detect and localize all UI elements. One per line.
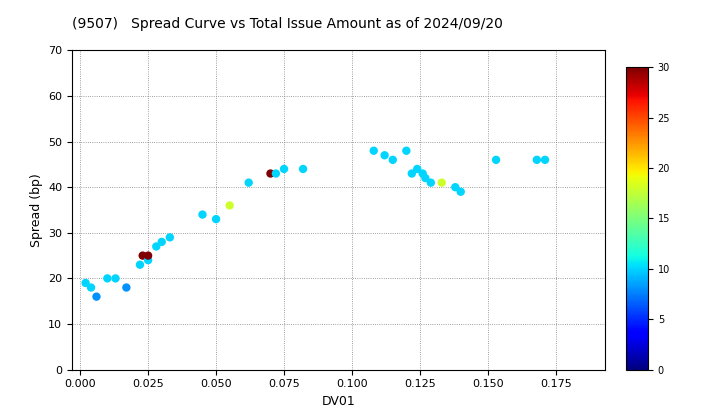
Text: (9507)   Spread Curve vs Total Issue Amount as of 2024/09/20: (9507) Spread Curve vs Total Issue Amoun…: [72, 17, 503, 31]
Point: [297, 165, 309, 172]
X-axis label: DV01: DV01: [322, 395, 355, 408]
Point: [164, 234, 176, 241]
Point: [449, 184, 461, 191]
Point: [406, 170, 418, 177]
Point: [420, 175, 431, 181]
Point: [109, 275, 121, 282]
Point: [137, 252, 148, 259]
Point: [278, 165, 289, 172]
Point: [368, 147, 379, 154]
Point: [210, 216, 222, 223]
Point: [156, 239, 168, 245]
Y-axis label: Spread (bp): Spread (bp): [30, 173, 42, 247]
Point: [455, 189, 467, 195]
Point: [143, 252, 154, 259]
Point: [143, 257, 154, 263]
Point: [134, 261, 145, 268]
Point: [490, 157, 502, 163]
Point: [400, 147, 412, 154]
Point: [539, 157, 551, 163]
Point: [436, 179, 447, 186]
Point: [121, 284, 132, 291]
Point: [265, 170, 276, 177]
Point: [417, 170, 428, 177]
Point: [102, 275, 113, 282]
Point: [411, 165, 423, 172]
Point: [387, 157, 399, 163]
Point: [197, 211, 208, 218]
Point: [379, 152, 390, 159]
Point: [85, 284, 96, 291]
Point: [224, 202, 235, 209]
Point: [80, 280, 91, 286]
Point: [270, 170, 282, 177]
Point: [531, 157, 543, 163]
Point: [91, 293, 102, 300]
Point: [425, 179, 436, 186]
Point: [243, 179, 254, 186]
Point: [150, 243, 162, 250]
